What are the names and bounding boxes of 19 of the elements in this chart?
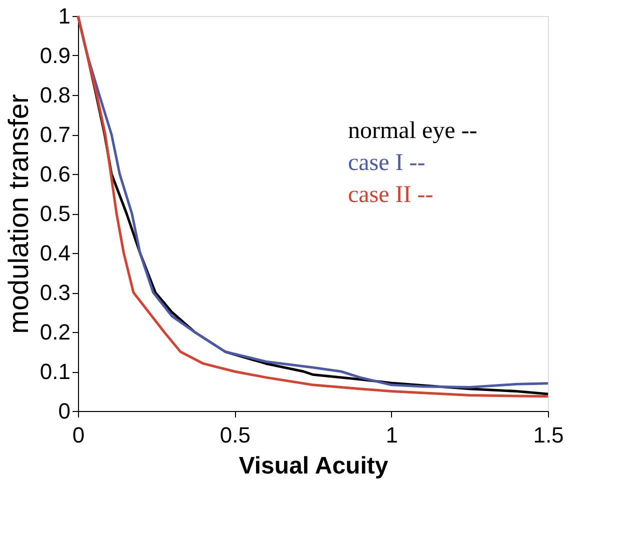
y-axis-title: modulation transfer	[2, 94, 34, 334]
y-tick-label: 0.4	[40, 240, 70, 266]
y-tick-label: 1	[58, 4, 70, 28]
y-tick-label: 0.2	[40, 320, 70, 344]
text: case I --	[348, 150, 426, 176]
text: normal eye --	[348, 118, 478, 144]
y-tick-label: 0.6	[40, 162, 70, 186]
y-tick-label: 0.1	[40, 359, 70, 384]
x-tick-label: 1.5	[533, 422, 564, 448]
x-tick-label: 0.5	[220, 422, 250, 448]
y-tick-label: 0	[58, 398, 70, 424]
y-tick-label: 0.7	[40, 122, 70, 147]
y-tick-label: 0.8	[40, 82, 70, 108]
text: case II --	[348, 182, 434, 208]
y-tick-label: 0.5	[40, 201, 70, 226]
x-tick-label: 1	[386, 422, 398, 448]
y-tick-label: 0.9	[40, 43, 70, 68]
x-axis-title: Visual Acuity	[238, 452, 389, 480]
y-tick-label: 0.3	[40, 280, 70, 305]
